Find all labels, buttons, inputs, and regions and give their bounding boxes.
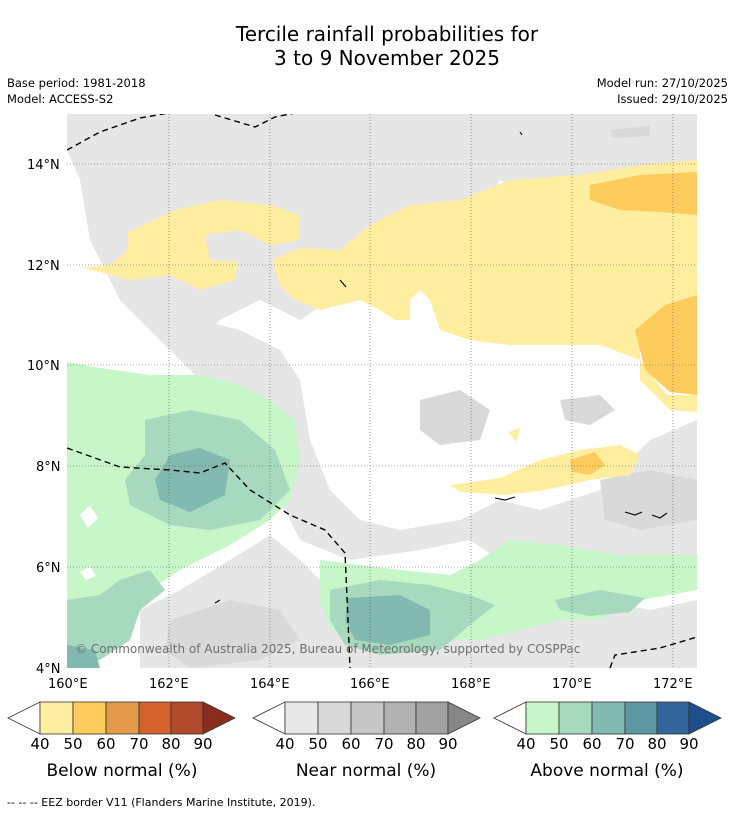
below-normal-colorbar [7, 701, 236, 735]
near-normal-colorbar [252, 701, 481, 735]
above-normal-region [345, 595, 430, 645]
model-name: Model: ACCESS-S2 [7, 92, 114, 106]
map-fill: © Commonwealth of Australia 2025, Bureau… [67, 114, 697, 668]
swatch [525, 701, 560, 735]
swatch [39, 701, 74, 735]
swatch [138, 701, 172, 735]
swatch [105, 701, 140, 735]
base-period: Base period: 1981-2018 [7, 76, 146, 90]
near-normal-region [230, 114, 697, 180]
lon-label: 168°E [451, 677, 491, 692]
legend-tick: 70 [615, 735, 635, 753]
below-normal-region [82, 200, 300, 290]
below-normal-region [590, 172, 697, 215]
lat-label: 10°N [27, 359, 60, 374]
swatch [415, 701, 449, 735]
lon-label: 170°E [552, 677, 592, 692]
below-normal-region [508, 428, 520, 442]
lon-label: 166°E [350, 677, 390, 692]
title-line-1: Tercile rainfall probabilities for [235, 22, 539, 46]
legend-tick: 90 [679, 735, 699, 753]
near-normal-region [560, 395, 615, 425]
lon-label: 172°E [653, 677, 693, 692]
legend-tick: 60 [96, 735, 116, 753]
legend-tick: 90 [193, 735, 213, 753]
title-line-2: 3 to 9 November 2025 [274, 46, 500, 70]
below-normal-region [570, 452, 605, 475]
lat-label: 14°N [27, 158, 60, 173]
legend-tick: 50 [549, 735, 569, 753]
swatch [284, 701, 319, 735]
no-signal-region [80, 505, 98, 528]
below-normal-label: Below normal (%) [46, 761, 198, 781]
near-normal-region [160, 320, 697, 570]
map-title: Tercile rainfall probabilities for 3 to … [0, 22, 736, 70]
swatch [383, 701, 417, 735]
model-run: Model run: 27/10/2025 [596, 76, 728, 90]
lon-axis: 160°E 162°E 164°E 166°E 168°E 170°E 172°… [48, 677, 693, 692]
legend-tick: 80 [406, 735, 426, 753]
legend-tick: 70 [374, 735, 394, 753]
above-normal-colorbar [493, 701, 722, 735]
swatch [170, 701, 204, 735]
near-normal-region [600, 470, 697, 530]
lat-label: 6°N [36, 561, 61, 576]
above-normal-region [67, 645, 100, 668]
legend-tick: 70 [129, 735, 149, 753]
above-normal-region [155, 448, 230, 512]
lon-label: 164°E [250, 677, 290, 692]
meta-left: Base period: 1981-2018 Model: ACCESS-S2 [7, 75, 146, 107]
legend-tick: 50 [63, 735, 83, 753]
legend-tick: 80 [647, 735, 667, 753]
above-normal-region [67, 570, 165, 660]
lat-label: 4°N [36, 662, 61, 677]
eez-footnote: -- -- -- EEZ border V11 (Flanders Marine… [7, 796, 316, 809]
legend-tick: 90 [438, 735, 458, 753]
swatch [591, 701, 626, 735]
graticule [67, 114, 697, 668]
legend-tick: 50 [308, 735, 328, 753]
swatch [624, 701, 658, 735]
islands [214, 131, 668, 604]
above-normal-region [555, 590, 645, 616]
legend-tick: 40 [30, 735, 50, 753]
lon-label: 162°E [149, 677, 189, 692]
rainfall-map: © Commonwealth of Australia 2025, Bureau… [27, 114, 697, 692]
swatch [558, 701, 593, 735]
swatch [317, 701, 352, 735]
legend-tick: 40 [275, 735, 295, 753]
legend-tick: 60 [341, 735, 361, 753]
issue-date: Issued: 29/10/2025 [617, 92, 728, 106]
legend-bars [7, 701, 722, 735]
near-normal-region [165, 600, 300, 668]
copyright-note: © Commonwealth of Australia 2025, Bureau… [75, 642, 580, 656]
swatch [656, 701, 690, 735]
meta-right: Model run: 27/10/2025 Issued: 29/10/2025 [597, 75, 728, 107]
lon-label: 160°E [48, 677, 88, 692]
lat-label: 8°N [36, 460, 61, 475]
swatch [72, 701, 107, 735]
lat-axis: 14°N 12°N 10°N 8°N 6°N 4°N [27, 158, 61, 677]
eez-borders [67, 114, 697, 668]
above-normal-label: Above normal (%) [530, 761, 684, 781]
below-normal-region [635, 295, 697, 395]
lat-label: 12°N [27, 259, 60, 274]
legend-tick: 80 [161, 735, 181, 753]
no-signal-region [80, 566, 96, 580]
near-normal-region [610, 126, 650, 138]
near-normal-label: Near normal (%) [295, 761, 437, 781]
swatch [350, 701, 385, 735]
below-normal-region [272, 160, 697, 412]
legend-tick: 60 [582, 735, 602, 753]
near-normal-region [420, 390, 490, 445]
legend-tick: 40 [516, 735, 536, 753]
